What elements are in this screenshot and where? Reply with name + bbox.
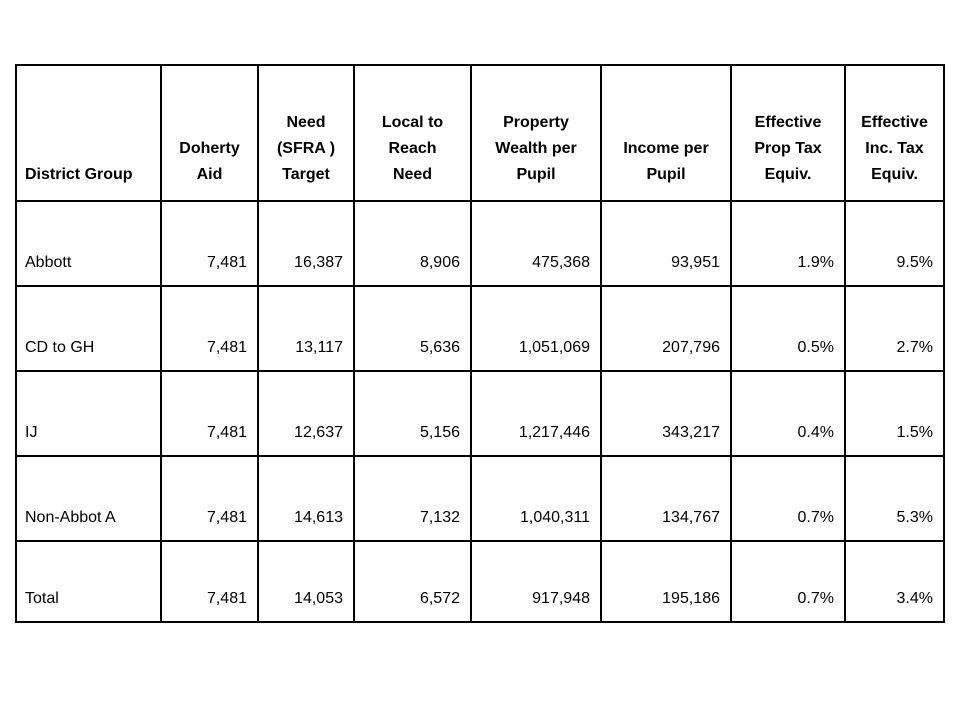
data-cell: 8,906 [353, 200, 472, 287]
header-need-sfra-target: Need (SFRA ) Target [257, 64, 355, 202]
data-cell: 7,132 [353, 455, 472, 542]
row-label: CD to GH [15, 285, 162, 372]
data-cell: 343,217 [600, 370, 732, 457]
table-row-cd-to-gh: CD to GH 7,481 13,117 5,636 1,051,069 20… [15, 285, 945, 372]
header-income-per-pupil: Income per Pupil [600, 64, 732, 202]
data-cell: 5.3% [844, 455, 945, 542]
data-cell: 1,217,446 [470, 370, 602, 457]
data-cell: 16,387 [257, 200, 355, 287]
header-district-group: District Group [15, 64, 162, 202]
data-cell: 2.7% [844, 285, 945, 372]
data-cell: 7,481 [160, 370, 259, 457]
data-cell: 0.4% [730, 370, 846, 457]
header-local-to-reach-need: Local to Reach Need [353, 64, 472, 202]
data-cell: 0.5% [730, 285, 846, 372]
header-effective-prop-tax-equiv: Effective Prop Tax Equiv. [730, 64, 846, 202]
data-cell: 0.7% [730, 455, 846, 542]
data-cell: 93,951 [600, 200, 732, 287]
data-cell: 3.4% [844, 540, 945, 623]
data-cell: 1.9% [730, 200, 846, 287]
data-cell: 7,481 [160, 285, 259, 372]
data-cell: 917,948 [470, 540, 602, 623]
row-label: IJ [15, 370, 162, 457]
table-row-ij: IJ 7,481 12,637 5,156 1,217,446 343,217 … [15, 370, 945, 457]
data-cell: 14,613 [257, 455, 355, 542]
header-property-wealth-per-pupil: Property Wealth per Pupil [470, 64, 602, 202]
header-doherty-aid: Doherty Aid [160, 64, 259, 202]
district-aid-table: District Group Doherty Aid Need (SFRA ) … [15, 64, 945, 623]
data-cell: 6,572 [353, 540, 472, 623]
data-cell: 207,796 [600, 285, 732, 372]
data-cell: 7,481 [160, 200, 259, 287]
data-cell: 1,051,069 [470, 285, 602, 372]
data-cell: 475,368 [470, 200, 602, 287]
row-label: Total [15, 540, 162, 623]
data-cell: 12,637 [257, 370, 355, 457]
row-label: Non-Abbot A [15, 455, 162, 542]
data-cell: 9.5% [844, 200, 945, 287]
data-cell: 5,636 [353, 285, 472, 372]
header-effective-inc-tax-equiv: Effective Inc. Tax Equiv. [844, 64, 945, 202]
data-cell: 7,481 [160, 540, 259, 623]
data-cell: 7,481 [160, 455, 259, 542]
table-row-non-abbot-a: Non-Abbot A 7,481 14,613 7,132 1,040,311… [15, 455, 945, 542]
data-cell: 5,156 [353, 370, 472, 457]
data-cell: 134,767 [600, 455, 732, 542]
data-cell: 13,117 [257, 285, 355, 372]
table-header-row: District Group Doherty Aid Need (SFRA ) … [15, 64, 945, 202]
table-row-total: Total 7,481 14,053 6,572 917,948 195,186… [15, 540, 945, 623]
row-label: Abbott [15, 200, 162, 287]
data-cell: 14,053 [257, 540, 355, 623]
data-cell: 1.5% [844, 370, 945, 457]
data-cell: 1,040,311 [470, 455, 602, 542]
data-cell: 0.7% [730, 540, 846, 623]
data-cell: 195,186 [600, 540, 732, 623]
table-row-abbott: Abbott 7,481 16,387 8,906 475,368 93,951… [15, 200, 945, 287]
